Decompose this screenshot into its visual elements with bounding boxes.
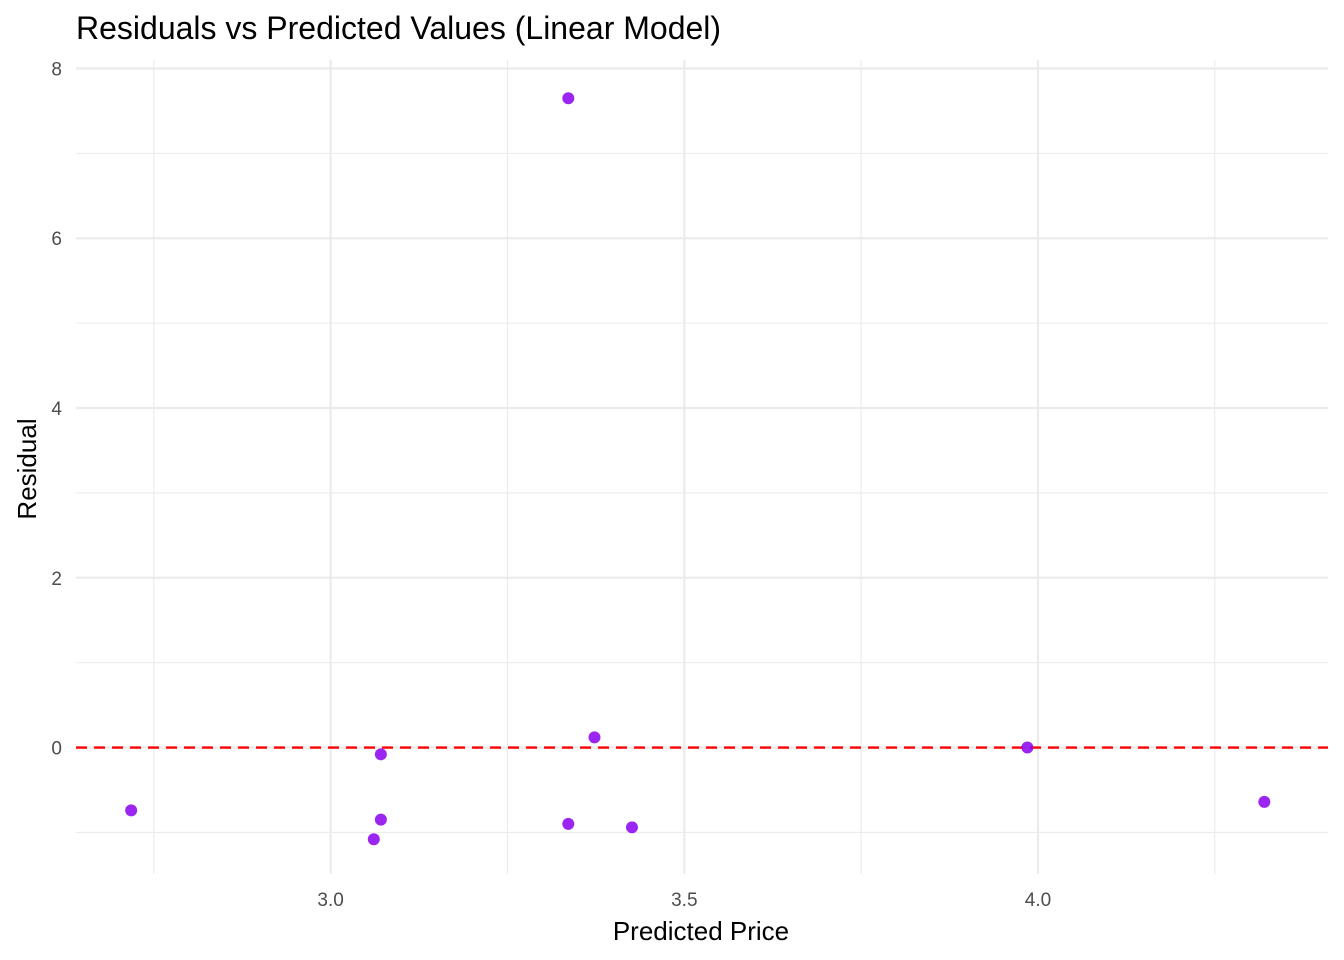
data-point xyxy=(367,833,380,846)
major-gridlines xyxy=(76,60,1328,874)
data-points xyxy=(125,92,1271,846)
y-tick-label: 6 xyxy=(51,229,62,250)
x-tick-labels: 3.0 3.5 4.0 xyxy=(317,890,1051,911)
x-tick-label: 4.0 xyxy=(1025,890,1051,911)
data-point xyxy=(562,817,575,830)
y-tick-label: 4 xyxy=(51,399,62,420)
chart-title: Residuals vs Predicted Values (Linear Mo… xyxy=(76,10,721,46)
data-point xyxy=(625,821,638,834)
y-tick-labels: 0 2 4 6 8 xyxy=(51,59,62,759)
data-point xyxy=(562,92,575,105)
y-tick-label: 2 xyxy=(51,569,62,590)
x-tick-label: 3.0 xyxy=(317,890,343,911)
y-tick-label: 8 xyxy=(51,59,62,80)
data-point xyxy=(1021,741,1034,754)
x-tick-label: 3.5 xyxy=(671,890,697,911)
data-point xyxy=(1258,795,1271,808)
data-point xyxy=(374,813,387,826)
x-axis-title: Predicted Price xyxy=(613,916,789,946)
data-point xyxy=(125,804,138,817)
minor-gridlines xyxy=(76,60,1328,874)
y-axis-title: Residual xyxy=(12,418,42,519)
data-point xyxy=(374,748,387,761)
data-point xyxy=(588,731,601,744)
y-tick-label: 0 xyxy=(51,739,62,760)
